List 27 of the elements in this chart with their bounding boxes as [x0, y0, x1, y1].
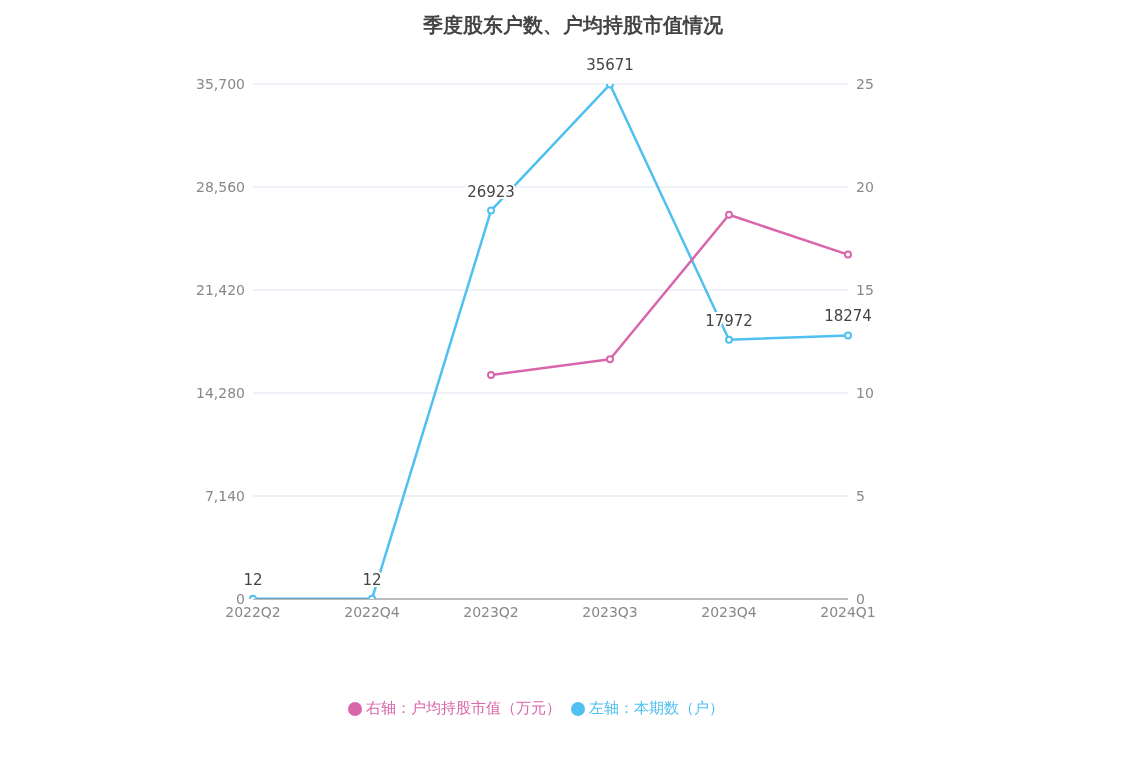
chart-title: 季度股东户数、户均持股市值情况 — [422, 12, 724, 39]
x-tick-label: 2022Q4 — [344, 603, 400, 620]
x-tick-label: 2023Q4 — [701, 603, 757, 620]
y2-tick-label: 15 — [856, 281, 874, 298]
point — [487, 371, 495, 380]
point — [725, 335, 733, 344]
x-tick-label: 2023Q2 — [463, 603, 519, 620]
point — [606, 355, 614, 364]
legend-label: 左轴：本期数（户） — [588, 699, 724, 717]
point — [844, 331, 852, 340]
point — [487, 206, 495, 215]
y2-tick-label: 20 — [856, 178, 874, 195]
legend-label: 右轴：户均持股市值（万元） — [365, 699, 561, 717]
y2-tick-label: 10 — [856, 384, 874, 401]
point — [844, 250, 852, 259]
y-tick-label: 35,700 — [196, 75, 245, 92]
y-tick-label: 7,140 — [204, 487, 245, 504]
y2-tick-label: 25 — [856, 75, 874, 92]
point — [725, 210, 733, 219]
y2-tick-label: 5 — [856, 487, 865, 504]
y-tick-label: 21,420 — [196, 281, 245, 298]
data-label: 35671 — [586, 56, 634, 75]
y-tick-label: 14,280 — [196, 384, 245, 401]
data-label: 18274 — [824, 307, 872, 326]
x-tick-label: 2023Q3 — [582, 603, 638, 620]
y-tick-label: 28,560 — [196, 178, 245, 195]
data-label: 12 — [243, 570, 263, 589]
